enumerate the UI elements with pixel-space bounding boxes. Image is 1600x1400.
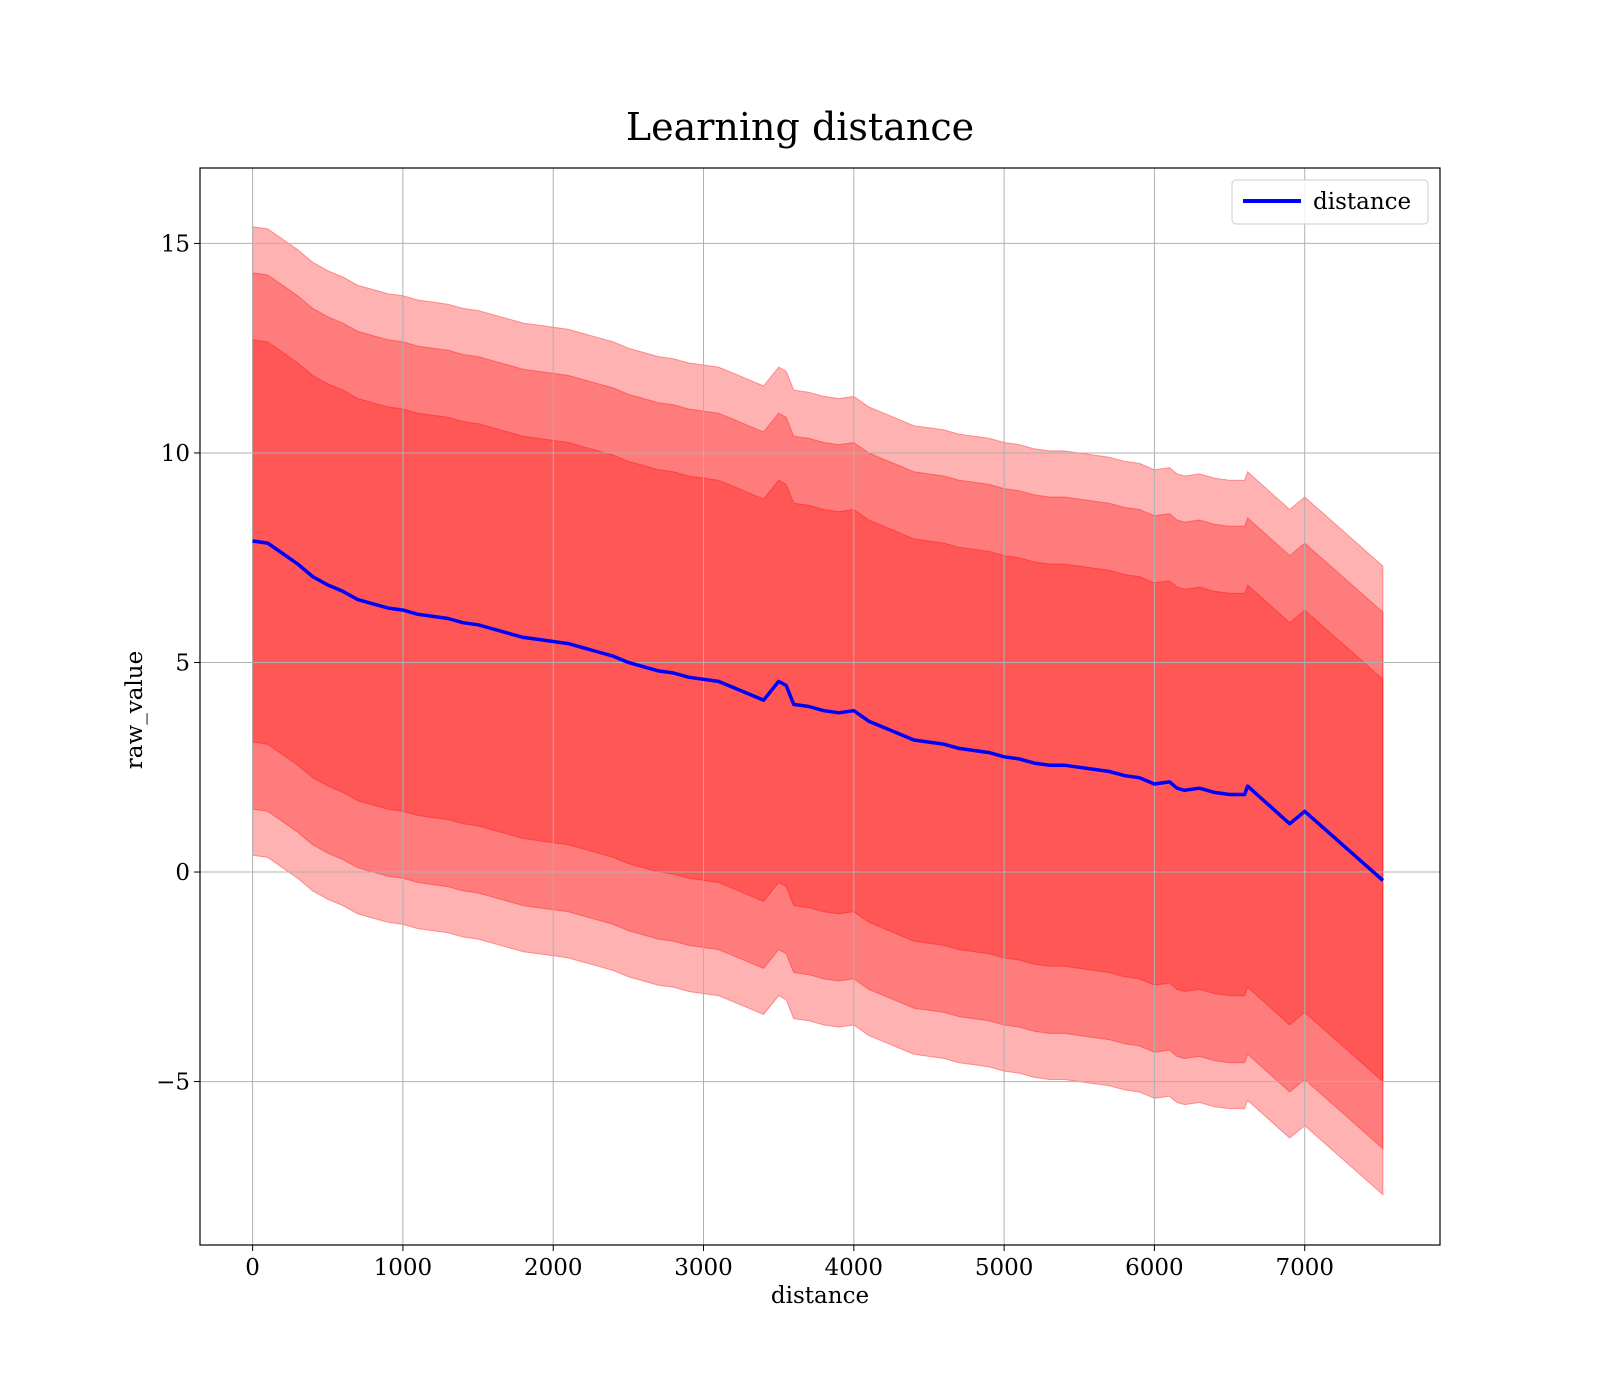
x-tick-label: 5000 [975, 1255, 1034, 1281]
x-tick-label: 4000 [825, 1255, 884, 1281]
x-axis-label: distance [771, 1283, 869, 1309]
x-tick-label: 3000 [674, 1255, 733, 1281]
x-tick-label: 0 [245, 1255, 260, 1281]
y-tick-label: 0 [175, 860, 190, 886]
y-tick-label: −5 [156, 1070, 190, 1096]
y-axis-ticks: −5 0 5 10 15 [156, 231, 200, 1096]
y-axis-label: raw_value [122, 651, 148, 769]
chart-title: Learning distance [626, 105, 974, 149]
x-tick-label: 1000 [374, 1255, 433, 1281]
legend-box [1231, 179, 1429, 225]
x-axis-ticks: 0 1000 2000 3000 4000 5000 6000 7000 [245, 1245, 1334, 1281]
plot-area-frame [199, 167, 1441, 1246]
x-tick-label: 7000 [1275, 1255, 1334, 1281]
legend-label-distance: distance [1313, 189, 1411, 215]
x-tick-label: 6000 [1125, 1255, 1184, 1281]
x-tick-label: 2000 [524, 1255, 583, 1281]
y-tick-label: 15 [161, 231, 190, 257]
grid-lines [200, 168, 1440, 1245]
legend: distance [1231, 179, 1429, 225]
series-line-distance [252, 539, 1385, 882]
series-lines [252, 539, 1385, 882]
y-tick-label: 10 [161, 441, 190, 467]
y-tick-label: 5 [175, 650, 190, 676]
